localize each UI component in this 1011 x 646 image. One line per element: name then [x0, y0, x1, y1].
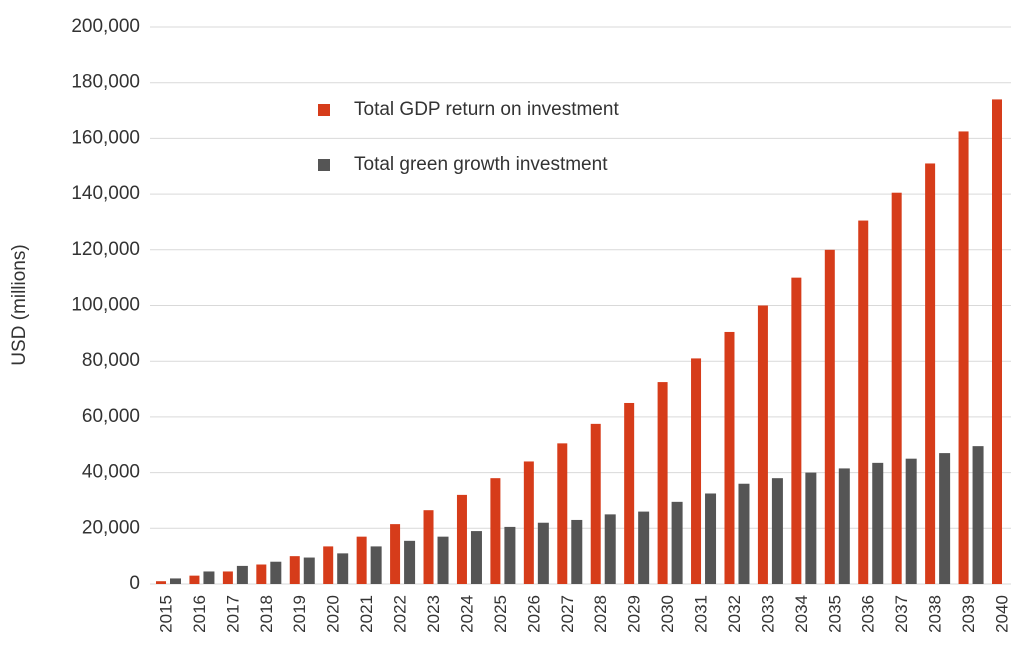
y-tick-label: 120,000 — [71, 239, 140, 260]
y-tick-label: 160,000 — [71, 127, 140, 148]
bar — [370, 546, 382, 584]
x-tick-label: 2026 — [524, 595, 543, 633]
x-tick-label: 2031 — [692, 595, 711, 633]
bar — [323, 546, 334, 584]
bar — [872, 462, 884, 584]
bar — [638, 511, 650, 584]
bar — [805, 472, 817, 584]
bar — [456, 494, 467, 584]
bar — [905, 458, 917, 584]
bar — [992, 99, 1002, 584]
bar — [838, 468, 850, 584]
y-tick-label: 20,000 — [82, 517, 140, 538]
y-tick-label: 140,000 — [71, 183, 140, 204]
x-tick-label: 2016 — [190, 595, 209, 633]
bar — [939, 453, 951, 584]
bar — [705, 493, 717, 584]
x-tick-label: 2035 — [825, 595, 844, 633]
bar — [691, 358, 702, 584]
bar — [156, 581, 166, 584]
bar — [356, 536, 367, 584]
x-tick-label: 2039 — [959, 595, 978, 633]
x-tick-label: 2025 — [491, 595, 510, 633]
y-tick-label: 80,000 — [82, 350, 140, 371]
bar — [523, 461, 534, 584]
bar — [203, 571, 215, 584]
x-tick-label: 2027 — [558, 595, 577, 633]
bar — [738, 483, 750, 584]
x-tick-label: 2021 — [357, 595, 376, 633]
bar — [571, 519, 583, 584]
bar — [189, 575, 200, 584]
bar — [390, 524, 401, 584]
bar — [557, 443, 568, 584]
bar — [757, 305, 768, 584]
x-tick-label: 2037 — [892, 595, 911, 633]
y-tick-label: 200,000 — [71, 16, 140, 37]
bar — [490, 478, 501, 584]
bar — [236, 565, 248, 584]
bar — [657, 382, 668, 584]
x-tick-label: 2032 — [725, 595, 744, 633]
bar — [256, 564, 267, 584]
bar — [504, 526, 516, 584]
x-tick-label: 2023 — [424, 595, 443, 633]
legend-label: Total green growth investment — [354, 154, 608, 175]
bar — [624, 402, 635, 584]
x-tick-label: 2030 — [658, 595, 677, 633]
y-axis-label: USD (millions) — [9, 244, 30, 365]
legend-swatch — [318, 159, 330, 171]
x-tick-label: 2022 — [391, 595, 410, 633]
bar — [590, 423, 601, 584]
bar — [423, 510, 434, 584]
x-tick-label: 2015 — [156, 595, 175, 633]
bar — [791, 277, 802, 584]
legend-swatch — [318, 104, 330, 116]
bar — [270, 561, 282, 584]
bar — [925, 163, 936, 584]
x-tick-label: 2034 — [792, 595, 811, 633]
bar — [671, 501, 683, 584]
x-tick-label: 2040 — [992, 595, 1011, 633]
y-tick-label: 180,000 — [71, 72, 140, 93]
x-tick-label: 2018 — [257, 595, 276, 633]
bar — [222, 571, 233, 584]
bar — [404, 540, 416, 584]
x-tick-label: 2036 — [859, 595, 878, 633]
bar — [303, 557, 315, 584]
bar — [824, 249, 835, 585]
x-tick-label: 2029 — [625, 595, 644, 633]
x-tick-label: 2038 — [926, 595, 945, 633]
x-tick-label: 2019 — [290, 595, 309, 633]
bar — [170, 578, 181, 584]
x-tick-label: 2028 — [591, 595, 610, 633]
x-tick-label: 2017 — [223, 595, 242, 633]
bar — [858, 220, 869, 584]
x-tick-label: 2033 — [758, 595, 777, 633]
bar — [604, 514, 616, 584]
bar — [958, 131, 969, 584]
x-tick-label: 2024 — [457, 595, 476, 633]
x-tick-label: 2020 — [324, 595, 343, 633]
bar — [972, 446, 984, 584]
y-tick-label: 40,000 — [82, 462, 140, 483]
legend-label: Total GDP return on investment — [354, 99, 619, 120]
bar — [724, 331, 735, 584]
bar — [470, 531, 482, 584]
y-tick-label: 0 — [129, 573, 140, 594]
bar — [537, 522, 549, 584]
y-tick-label: 100,000 — [71, 295, 140, 316]
bar — [891, 192, 902, 584]
bar — [771, 478, 783, 584]
bar — [437, 536, 449, 584]
bar — [337, 553, 349, 584]
bar — [289, 556, 300, 584]
y-tick-label: 60,000 — [82, 406, 140, 427]
